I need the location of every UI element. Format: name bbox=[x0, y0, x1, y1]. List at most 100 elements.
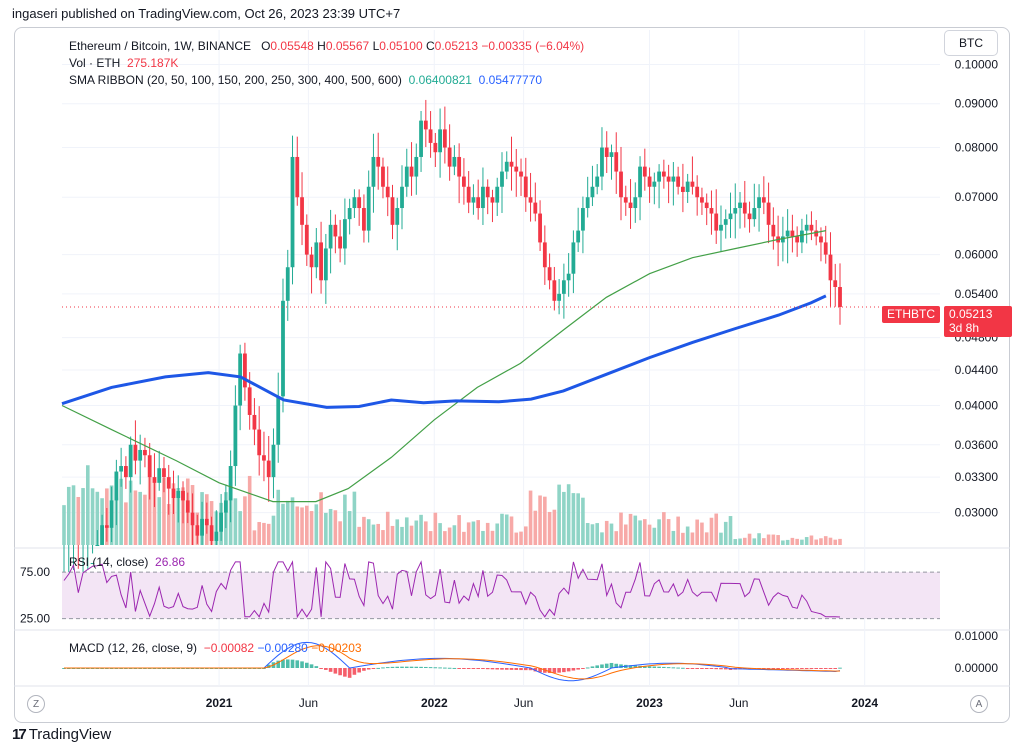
candle-body bbox=[414, 156, 419, 177]
candle-body bbox=[285, 267, 290, 301]
volume-bar bbox=[257, 522, 261, 545]
candle-body bbox=[609, 152, 614, 157]
macd-label[interactable]: MACD (12, 26, close, 9) bbox=[69, 641, 198, 655]
macd-value-2: −0.00280 bbox=[257, 641, 308, 655]
macd-histogram-bar bbox=[428, 667, 433, 669]
candle-body bbox=[780, 236, 785, 243]
volume-bar bbox=[533, 510, 538, 545]
candle-body bbox=[795, 236, 800, 243]
volume-bar bbox=[562, 491, 566, 545]
volume-bar bbox=[438, 523, 442, 545]
macd-histogram-bar bbox=[823, 668, 828, 669]
symbol-title[interactable]: Ethereum / Bitcoin, 1W, BINANCE bbox=[69, 39, 252, 53]
time-tick-label: 2023 bbox=[636, 696, 663, 710]
candle-body bbox=[100, 525, 104, 545]
price-tick-label: 0.04400 bbox=[955, 363, 999, 377]
volume-bar bbox=[585, 523, 590, 545]
candle-body bbox=[709, 208, 714, 214]
candle-body bbox=[614, 152, 619, 172]
volume-bar bbox=[800, 539, 804, 545]
brand-name: TradingView bbox=[28, 726, 112, 743]
volume-bar bbox=[95, 491, 100, 545]
volume-bar bbox=[776, 535, 780, 545]
volume-bar bbox=[590, 524, 595, 545]
candle-body bbox=[238, 353, 243, 406]
rsi-line bbox=[63, 560, 841, 619]
macd-histogram-bar bbox=[595, 665, 600, 668]
legend-macd-row: MACD (12, 26, close, 9) −0.00082 −0.0028… bbox=[69, 640, 362, 657]
volume-bar bbox=[762, 538, 766, 545]
candle-body bbox=[214, 531, 219, 541]
macd-histogram-bar bbox=[376, 667, 381, 669]
currency-button[interactable]: BTC bbox=[944, 30, 998, 56]
candle-body bbox=[400, 186, 404, 209]
volume-bar bbox=[276, 489, 281, 545]
candle-body bbox=[657, 171, 661, 182]
volume-bar bbox=[809, 535, 814, 545]
volume-bar bbox=[814, 539, 818, 545]
macd-histogram-bar bbox=[519, 668, 523, 671]
volume-bar bbox=[519, 531, 523, 545]
macd-histogram-bar bbox=[571, 668, 576, 671]
volume-bar bbox=[714, 513, 719, 545]
candle-body bbox=[819, 236, 823, 243]
volume-bar bbox=[662, 512, 666, 545]
tradingview-mark-icon: 17 bbox=[12, 726, 27, 743]
volume-bar bbox=[795, 538, 799, 545]
volume-bar bbox=[357, 526, 361, 545]
macd-histogram-bar bbox=[590, 666, 595, 668]
volume-bar bbox=[838, 538, 842, 545]
volume-bar bbox=[162, 477, 166, 545]
candle-body bbox=[171, 488, 176, 499]
macd-histogram-bar bbox=[795, 668, 799, 669]
volume-bar bbox=[338, 521, 342, 545]
candle-body bbox=[828, 254, 833, 281]
time-tick-label: Jun bbox=[514, 696, 533, 710]
sma-value-2: 0.05477770 bbox=[478, 73, 543, 87]
price-tick-label: 0.08000 bbox=[955, 141, 999, 155]
candle-body bbox=[276, 396, 281, 445]
volume-bar bbox=[443, 531, 447, 545]
candle-body bbox=[500, 171, 504, 187]
volume-bar bbox=[671, 530, 676, 545]
candle-body bbox=[138, 449, 143, 461]
price-tick-label: 0.03000 bbox=[955, 506, 999, 520]
volume-bar bbox=[738, 538, 742, 545]
volume-bar bbox=[128, 480, 133, 545]
close-value: 0.05213 bbox=[434, 39, 479, 53]
volume-label[interactable]: Vol · ETH bbox=[69, 56, 121, 70]
volume-bar bbox=[742, 537, 747, 545]
timezone-z-icon[interactable]: Z bbox=[27, 695, 45, 713]
macd-histogram-bar bbox=[314, 666, 319, 668]
candle-body bbox=[533, 202, 538, 214]
candle-body bbox=[309, 254, 314, 268]
rsi-level-label: 25.00 bbox=[20, 612, 50, 626]
volume-bar bbox=[623, 524, 628, 545]
macd-histogram-bar bbox=[523, 668, 528, 671]
publish-header: ingaseri published on TradingView.com, O… bbox=[12, 6, 401, 21]
candle-body bbox=[209, 525, 214, 541]
volume-bar bbox=[290, 497, 295, 545]
candle-body bbox=[376, 156, 381, 167]
sma-label[interactable]: SMA RIBBON (20, 50, 100, 150, 200, 250, … bbox=[69, 73, 402, 87]
volume-bar bbox=[652, 527, 657, 545]
candle-body bbox=[800, 230, 804, 243]
last-price-label: 0.05213 bbox=[944, 306, 1012, 323]
candle-body bbox=[457, 156, 462, 177]
rsi-label[interactable]: RSI (14, close) bbox=[69, 555, 149, 569]
candle-body bbox=[128, 444, 133, 478]
candle-body bbox=[290, 156, 295, 268]
candle-body bbox=[157, 468, 162, 483]
macd-histogram-bar bbox=[647, 666, 652, 668]
volume-bar bbox=[500, 513, 504, 545]
volume-bar bbox=[238, 511, 242, 545]
time-tick-label: 2021 bbox=[206, 696, 233, 710]
volume-bar bbox=[457, 515, 461, 545]
candle-body bbox=[338, 236, 343, 249]
volume-bar bbox=[262, 522, 266, 545]
auto-scale-icon[interactable]: A bbox=[970, 695, 988, 713]
candle-body bbox=[347, 208, 352, 220]
macd-histogram-bar bbox=[643, 666, 647, 668]
candle-body bbox=[176, 490, 181, 499]
